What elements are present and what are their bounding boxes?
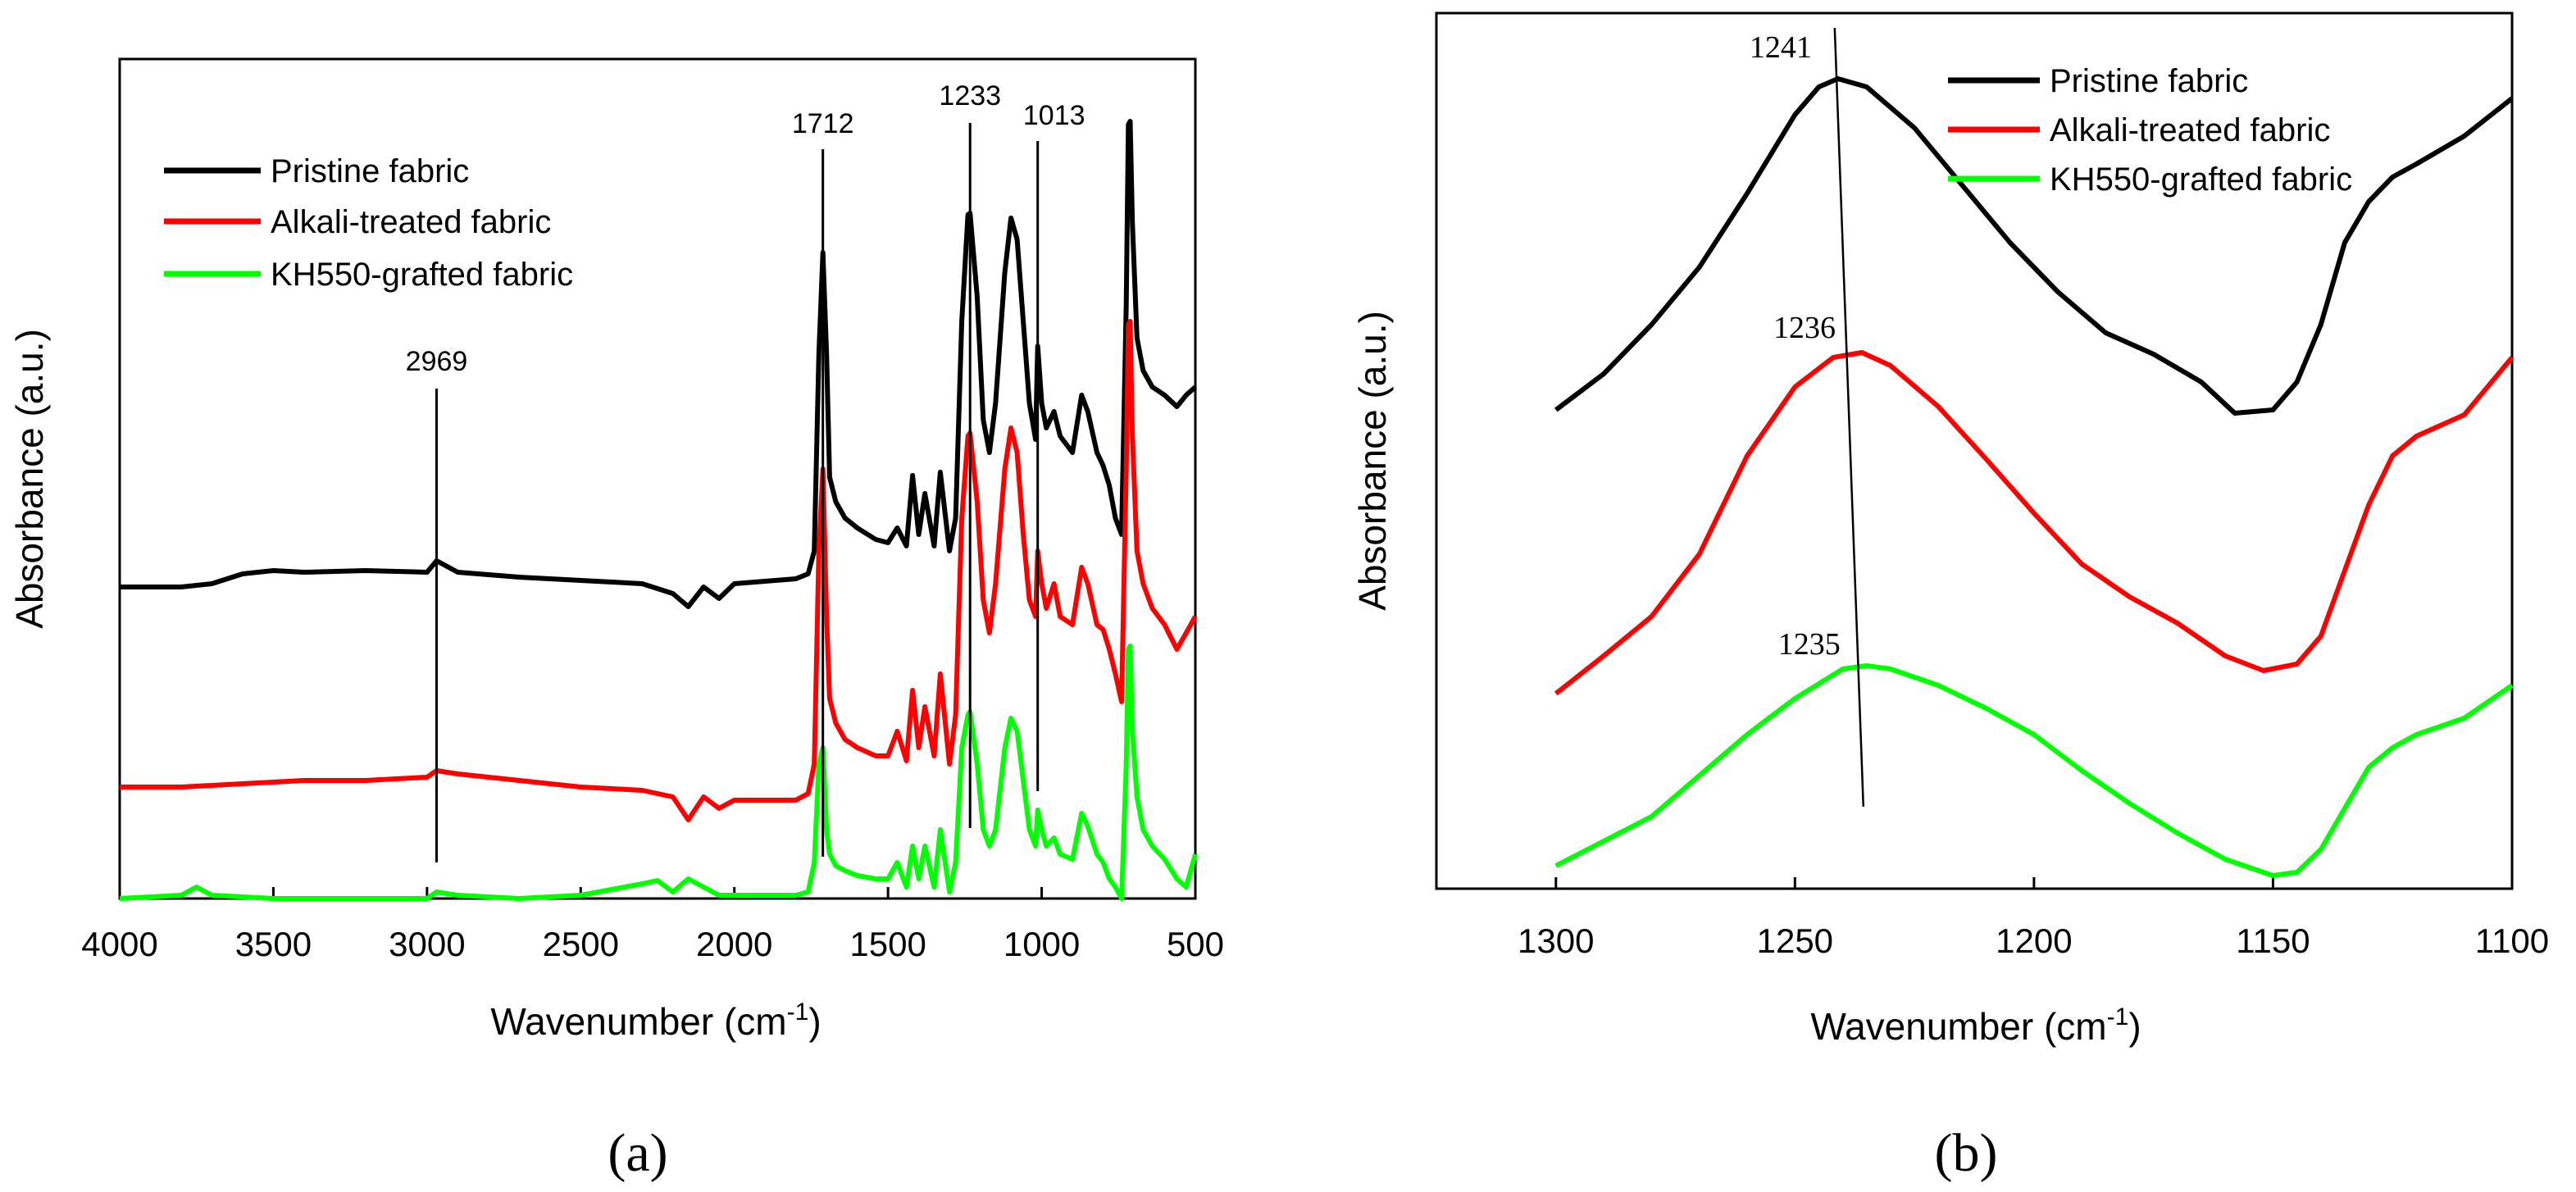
panel-a: 4000 3500 3000 2500 2000 1500 1000 500 2969 1712… [8,57,1224,1183]
peak-label-1241: 1241 [1750,30,1812,65]
panel-b: 1300 1250 1200 1150 1100 1241 1236 1235 Pristi… [1351,11,2549,1183]
plot-frame-b [1435,11,2514,890]
x-ticks-a: 4000 3500 3000 2500 2000 1500 1000 500 [81,887,1224,963]
series-line-pristine [1554,76,2514,416]
peak-label-1233: 1233 [939,80,1001,111]
legend-label-kh550-b: KH550-grafted fabric [2050,162,2352,198]
y-axis-title-a: Absorbance (a.u.) [8,329,51,629]
peak-label-1235: 1235 [1778,627,1841,662]
legend-a: Pristine fabric Alkali-treated fabric KH… [161,143,672,303]
peak-label-1236: 1236 [1773,311,1836,345]
series-line-kh550 [1554,663,2514,878]
x-tick-label-500: 500 [1167,925,1224,963]
legend-label-kh550-a: KH550-grafted fabric [271,257,573,293]
x-tick-label-2500: 2500 [543,925,619,963]
x-axis-title-a: Wavenumber (cm-1) [490,999,821,1043]
peak-label-2969: 2969 [406,346,468,377]
peak-shift-line [1833,27,1865,808]
series-line-pristine [120,119,1197,609]
x-tick-label-2000: 2000 [696,925,772,963]
x-tick-label-1000: 1000 [1004,925,1080,963]
plot-frame-a [118,57,1197,900]
series-line-alkali [1554,350,2515,696]
annotations-b: 1241 1236 1235 [1750,27,1865,808]
series-a [119,119,1198,901]
legend-label-alkali-a: Alkali-treated fabric [271,204,551,240]
peak-label-1013: 1013 [1023,100,1085,131]
x-tick-label-1150: 1150 [2236,921,2310,960]
panel-label-a: (a) [608,1123,667,1183]
legend-label-pristine-a: Pristine fabric [271,153,469,189]
y-axis-title-b: Absorbance (a.u.) [1351,311,1394,611]
panel-label-b: (b) [1935,1123,1998,1183]
series-line-alkali [120,319,1198,822]
x-tick-label-1100: 1100 [2475,921,2549,960]
annotations-a: 2969 1712 1233 1013 [406,80,1085,862]
series-b [1554,76,2515,878]
x-ticks-b: 1300 1250 1200 1150 1100 [1518,877,2549,960]
series-line-kh550 [119,644,1198,901]
x-tick-label-3500: 3500 [235,925,312,963]
legend-label-alkali-b: Alkali-treated fabric [2050,112,2330,148]
x-tick-label-1300: 1300 [1518,921,1594,960]
legend-label-pristine-b: Pristine fabric [2050,63,2248,99]
x-tick-label-4000: 4000 [81,925,157,963]
x-tick-label-1200: 1200 [1996,921,2072,960]
x-tick-label-1250: 1250 [1757,921,1833,960]
x-tick-label-3000: 3000 [389,925,465,963]
x-axis-title-b: Wavenumber (cm-1) [1810,1003,2141,1048]
legend-b: Pristine fabric Alkali-treated fabric KH… [1948,63,2352,198]
x-tick-label-1500: 1500 [849,925,926,963]
peak-label-1712: 1712 [792,108,854,139]
